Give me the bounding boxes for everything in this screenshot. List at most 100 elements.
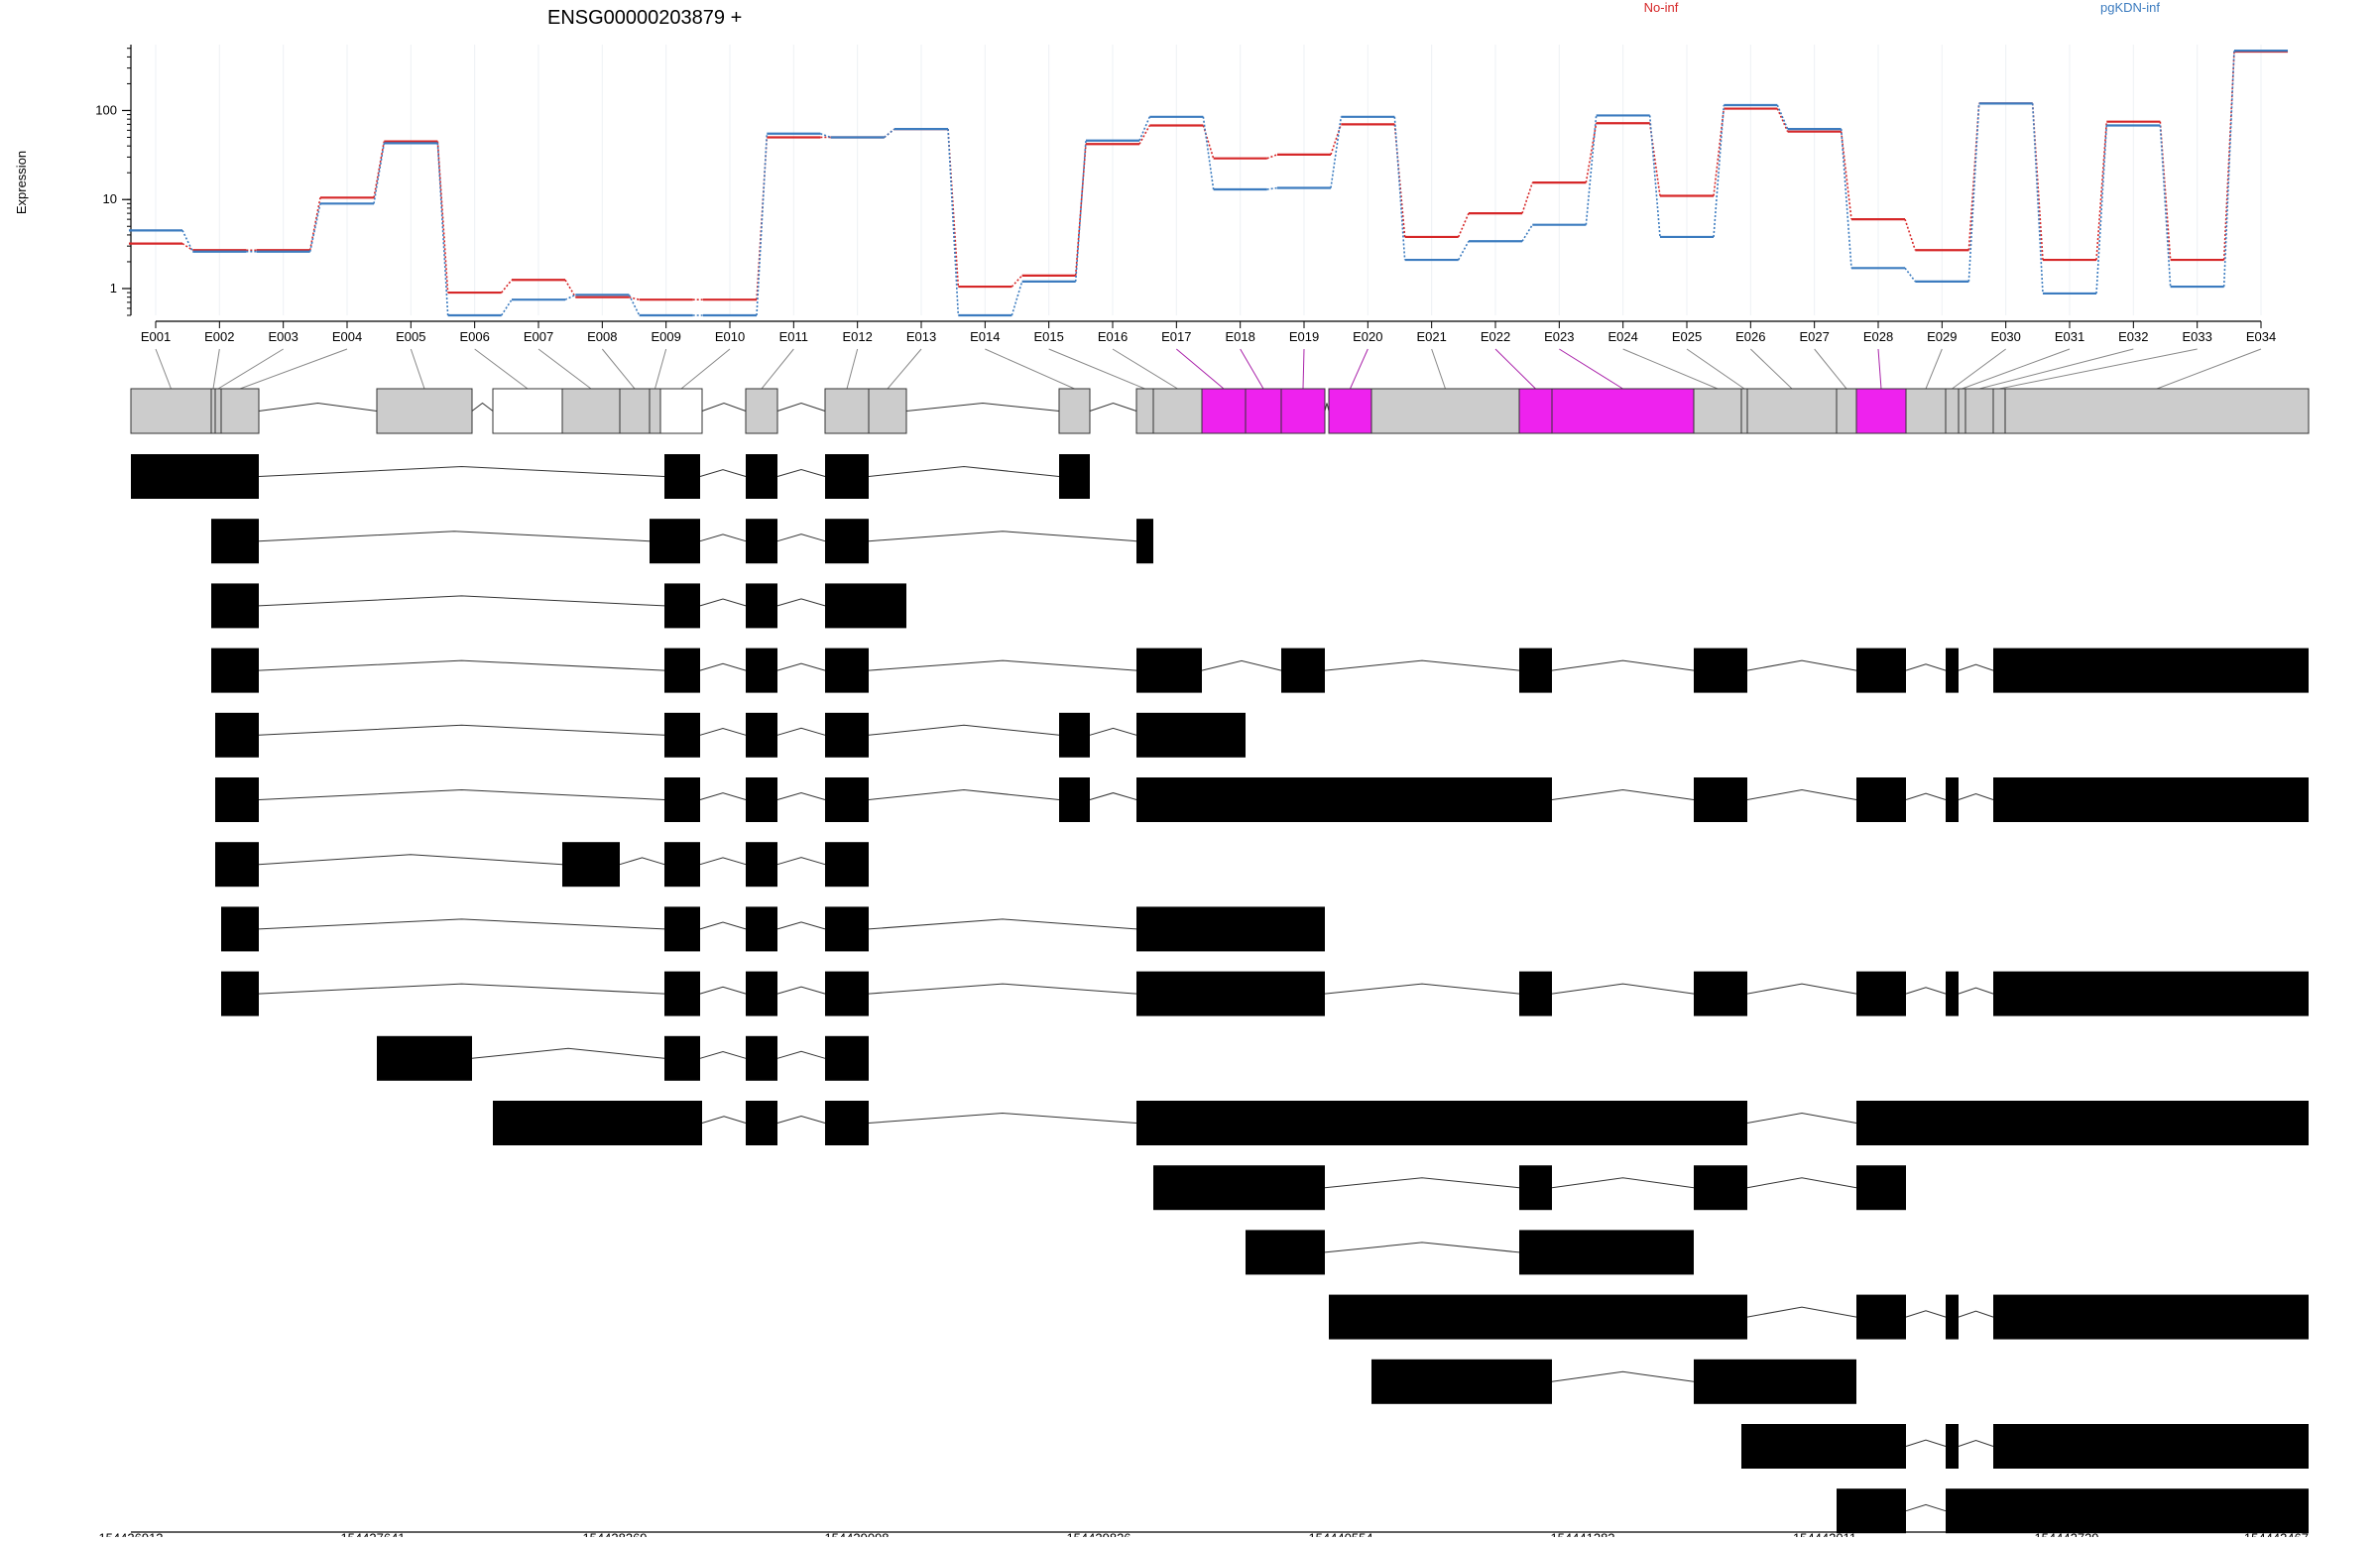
transcript-exon <box>1059 712 1090 758</box>
series-segment <box>1713 104 1726 237</box>
transcript-exon <box>650 519 700 564</box>
transcript-exon <box>1946 971 1959 1016</box>
transcript-exon <box>1694 648 1747 693</box>
series-segment <box>2159 121 2172 261</box>
exon-connector-lines <box>155 348 2262 390</box>
transcript-intron <box>868 983 1137 995</box>
series-segment <box>1266 154 1278 160</box>
series-segment <box>1776 104 1789 130</box>
series-segment <box>1457 212 1470 238</box>
transcript-row <box>211 648 2309 693</box>
series-segment <box>820 133 831 139</box>
transcript-intron <box>776 468 826 477</box>
transcript-row <box>131 454 1090 499</box>
x-tick-label: E027 <box>1799 329 1829 344</box>
transcript-intron <box>1746 1306 1857 1318</box>
transcript-intron <box>258 659 665 671</box>
exon-e033 <box>1992 388 2006 434</box>
transcript-intron <box>1958 1440 1994 1447</box>
y-axis-label: Expression <box>14 151 29 214</box>
connector-line <box>239 348 348 390</box>
transcript-intron <box>1089 727 1137 736</box>
x-tick-label: E003 <box>268 329 298 344</box>
exon-e026 <box>1746 388 1838 434</box>
transcript-exon <box>746 777 777 822</box>
transcript-intron <box>1905 1439 1947 1447</box>
exon-e011 <box>745 388 778 434</box>
transcript-exon <box>825 648 869 693</box>
transcript-intron <box>1905 1503 1947 1512</box>
exon-e024 <box>1693 388 1742 434</box>
transcript-row <box>211 583 906 629</box>
exon-e020 <box>1328 388 1372 434</box>
connector-line <box>1176 348 1225 390</box>
connector-line <box>1952 348 2006 390</box>
exon-e008 <box>619 388 651 434</box>
transcript-exon <box>1993 1424 2309 1469</box>
transcript-intron <box>258 983 665 995</box>
series-segment <box>2031 103 2044 261</box>
transcript-intron <box>1958 793 1994 800</box>
transcript-intron <box>258 595 665 607</box>
transcript-intron <box>776 791 826 800</box>
connector-line <box>1998 348 2198 390</box>
x-tick-label: E005 <box>396 329 425 344</box>
transcript-row <box>215 842 869 888</box>
series-segment <box>1776 108 1789 133</box>
transcript-intron <box>776 1115 826 1124</box>
connector-line <box>654 348 667 390</box>
exon-e021 <box>1370 388 1520 434</box>
exon-e013 <box>868 388 907 434</box>
transcript-exon <box>664 906 700 952</box>
transcript-exon <box>1946 777 1959 822</box>
exon-e010 <box>659 388 703 434</box>
transcript-exon <box>1136 971 1325 1016</box>
transcript-exon <box>825 583 906 629</box>
series-segment <box>2095 125 2108 295</box>
transcript-exon <box>1136 648 1202 693</box>
transcript-intron <box>1324 983 1520 995</box>
transcript-row <box>215 777 2309 822</box>
chart-title: ENSG00000203879 + <box>547 7 742 29</box>
transcript-exon <box>211 648 259 693</box>
transcript-exon <box>746 454 777 499</box>
connector-line <box>1749 348 1793 390</box>
transcript-exon <box>221 906 259 952</box>
transcript-exon <box>1246 1230 1325 1275</box>
intron-line <box>776 402 826 412</box>
exon-e004 <box>220 388 260 434</box>
series-segment <box>1648 123 1661 196</box>
transcript-intron <box>1324 1242 1520 1253</box>
exon-e017 <box>1201 388 1247 434</box>
transcript-exon <box>1519 1230 1694 1275</box>
series-segment <box>1330 116 1343 188</box>
transcript-intron <box>1746 659 1857 671</box>
transcript-row <box>1837 1488 2309 1534</box>
connector-line <box>1622 348 1719 390</box>
x-tick-label: E006 <box>459 329 489 344</box>
y-tick-label: 100 <box>95 102 117 117</box>
series-segment <box>436 141 449 294</box>
transcript-exon <box>1993 971 2309 1016</box>
transcript-row <box>211 519 1153 564</box>
connector-line <box>761 348 794 390</box>
connector-line <box>2156 348 2262 390</box>
legend-entry-no-inf: No-inf <box>1644 0 1679 15</box>
transcript-exon <box>562 842 620 888</box>
series-no-inf <box>128 50 2289 301</box>
transcript-intron <box>1958 663 1994 671</box>
transcript-exon <box>1856 1165 1906 1211</box>
transcript-intron <box>776 986 826 995</box>
series-segment <box>436 143 449 316</box>
series-segment <box>1967 103 1980 282</box>
transcript-row <box>1371 1359 1856 1404</box>
transcript-exon <box>664 648 700 693</box>
transcript-exon <box>215 777 259 822</box>
transcript-intron <box>258 724 665 736</box>
series-segment <box>1967 103 1980 251</box>
transcript-exon <box>746 519 777 564</box>
transcript-exon <box>746 971 777 1016</box>
transcript-intron <box>1905 792 1947 800</box>
transcript-exon <box>1856 1101 2309 1145</box>
transcript-exon <box>1059 454 1090 499</box>
